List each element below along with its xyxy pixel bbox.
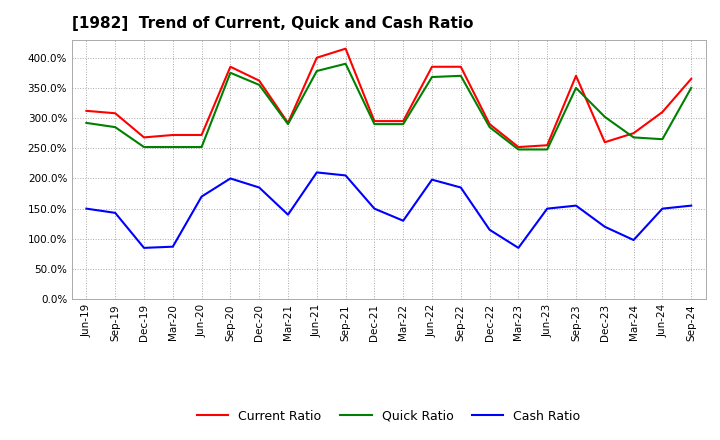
Cash Ratio xyxy=(399,218,408,224)
Current Ratio xyxy=(514,144,523,150)
Quick Ratio xyxy=(485,125,494,130)
Cash Ratio xyxy=(456,185,465,190)
Current Ratio xyxy=(140,135,148,140)
Current Ratio xyxy=(111,110,120,116)
Current Ratio xyxy=(168,132,177,138)
Quick Ratio xyxy=(428,74,436,80)
Current Ratio xyxy=(600,139,609,145)
Cash Ratio xyxy=(485,227,494,232)
Cash Ratio xyxy=(370,206,379,211)
Quick Ratio xyxy=(312,68,321,73)
Quick Ratio xyxy=(226,70,235,75)
Current Ratio xyxy=(284,120,292,125)
Quick Ratio xyxy=(687,85,696,91)
Quick Ratio xyxy=(629,135,638,140)
Current Ratio xyxy=(197,132,206,138)
Cash Ratio xyxy=(514,245,523,250)
Cash Ratio xyxy=(687,203,696,208)
Quick Ratio xyxy=(600,114,609,120)
Current Ratio xyxy=(428,64,436,70)
Quick Ratio xyxy=(341,61,350,66)
Cash Ratio xyxy=(312,170,321,175)
Quick Ratio xyxy=(284,121,292,127)
Cash Ratio xyxy=(111,210,120,216)
Quick Ratio xyxy=(399,121,408,127)
Quick Ratio xyxy=(370,121,379,127)
Quick Ratio xyxy=(456,73,465,78)
Quick Ratio xyxy=(572,85,580,91)
Cash Ratio xyxy=(572,203,580,208)
Current Ratio xyxy=(572,73,580,78)
Legend: Current Ratio, Quick Ratio, Cash Ratio: Current Ratio, Quick Ratio, Cash Ratio xyxy=(192,405,585,428)
Cash Ratio xyxy=(82,206,91,211)
Cash Ratio xyxy=(284,212,292,217)
Current Ratio xyxy=(629,131,638,136)
Cash Ratio xyxy=(255,185,264,190)
Quick Ratio xyxy=(168,144,177,150)
Cash Ratio xyxy=(197,194,206,199)
Current Ratio xyxy=(456,64,465,70)
Cash Ratio xyxy=(600,224,609,229)
Cash Ratio xyxy=(140,245,148,250)
Quick Ratio xyxy=(111,125,120,130)
Cash Ratio xyxy=(168,244,177,249)
Line: Current Ratio: Current Ratio xyxy=(86,49,691,147)
Quick Ratio xyxy=(514,147,523,152)
Current Ratio xyxy=(485,121,494,127)
Line: Quick Ratio: Quick Ratio xyxy=(86,64,691,150)
Quick Ratio xyxy=(658,136,667,142)
Quick Ratio xyxy=(255,82,264,88)
Cash Ratio xyxy=(428,177,436,182)
Current Ratio xyxy=(687,76,696,81)
Cash Ratio xyxy=(226,176,235,181)
Line: Cash Ratio: Cash Ratio xyxy=(86,172,691,248)
Quick Ratio xyxy=(197,144,206,150)
Current Ratio xyxy=(255,78,264,83)
Current Ratio xyxy=(82,108,91,114)
Current Ratio xyxy=(341,46,350,51)
Cash Ratio xyxy=(658,206,667,211)
Current Ratio xyxy=(226,64,235,70)
Text: [1982]  Trend of Current, Quick and Cash Ratio: [1982] Trend of Current, Quick and Cash … xyxy=(72,16,473,32)
Cash Ratio xyxy=(629,238,638,243)
Current Ratio xyxy=(543,143,552,148)
Current Ratio xyxy=(399,118,408,124)
Quick Ratio xyxy=(82,120,91,125)
Quick Ratio xyxy=(543,147,552,152)
Cash Ratio xyxy=(543,206,552,211)
Current Ratio xyxy=(658,110,667,115)
Cash Ratio xyxy=(341,173,350,178)
Current Ratio xyxy=(370,118,379,124)
Quick Ratio xyxy=(140,144,148,150)
Current Ratio xyxy=(312,55,321,60)
